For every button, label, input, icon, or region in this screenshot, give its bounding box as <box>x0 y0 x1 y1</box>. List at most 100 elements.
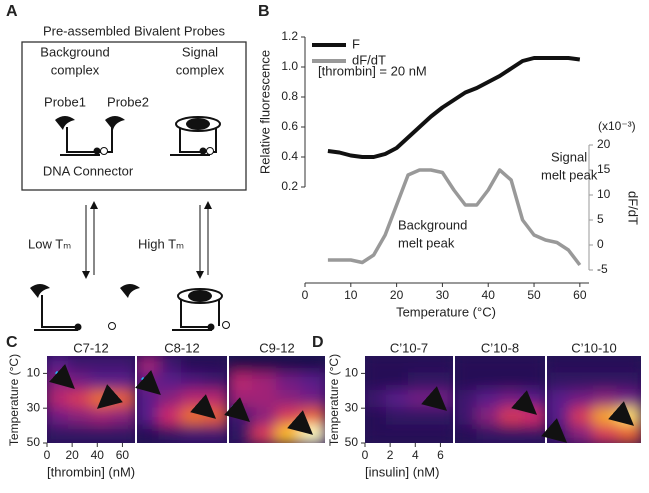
heatmap-cell <box>408 407 432 427</box>
panel-label: A <box>6 3 18 20</box>
arrows <box>82 201 212 279</box>
heatmap-cell <box>593 407 619 427</box>
x-tick-label: 10 <box>344 288 358 302</box>
heatmap-cell <box>386 407 410 427</box>
heatmap-cell <box>181 372 206 392</box>
heatmap-cell <box>181 424 206 443</box>
heatmap-cell <box>276 356 302 375</box>
y-axis-title: Relative fluorescence <box>257 50 272 174</box>
heatmap-cell <box>90 424 114 443</box>
x-axis-title: [insulin] (nM) <box>365 464 439 479</box>
y-tick-label: 1.2 <box>281 29 298 43</box>
x-axis-title: Temperature (°C) <box>396 304 496 319</box>
heatmap-cells <box>365 356 453 443</box>
x-axis-title: [thrombin] (nM) <box>47 464 135 479</box>
heatmap-cell <box>408 424 432 443</box>
heatmap-cells <box>137 356 227 443</box>
heatmap-cell <box>158 407 183 427</box>
y2-tick-label: 5 <box>597 212 604 226</box>
annotation: melt peak <box>398 235 455 250</box>
diagram-label: complex <box>51 62 100 77</box>
heatmap-cell <box>547 424 572 443</box>
heatmap-cell <box>137 356 161 375</box>
heatmap-cell <box>476 407 501 427</box>
heatmap-cell <box>68 372 92 392</box>
diagram-label: Low Tₘ <box>28 236 71 251</box>
heatmap-cell <box>252 372 278 392</box>
heatmap-cell <box>365 424 388 443</box>
panel-label: C <box>6 334 18 351</box>
heatmap-cell <box>521 372 545 392</box>
panel-label: D <box>312 334 324 351</box>
heatmap-panel <box>547 356 641 443</box>
y-tick-label: 0.8 <box>281 89 298 103</box>
x-tick-label: 40 <box>91 448 105 462</box>
series-line <box>327 56 581 159</box>
annotation: Signal <box>551 149 587 164</box>
heatmap-cell <box>137 389 161 410</box>
diagram-label: complex <box>176 62 225 77</box>
heatmap-cell <box>408 372 432 392</box>
heatmap-cell <box>112 424 135 443</box>
diagram-label: Probe1 <box>44 94 86 109</box>
x-tick-label: 60 <box>116 448 130 462</box>
heatmap-cell <box>203 356 227 375</box>
heatmap-cell <box>616 407 641 427</box>
heatmap-cell <box>365 372 388 392</box>
diagram-label: DNA Connector <box>43 163 134 178</box>
heatmap-cell <box>68 424 92 443</box>
heatmap-cell <box>521 356 545 375</box>
y-axis-title: Temperature (°C) <box>327 354 341 446</box>
heatmap-cell <box>499 424 524 443</box>
y2-tick-label: 20 <box>597 137 611 151</box>
heatmap-cell <box>90 407 114 427</box>
heatmap-cell <box>300 389 325 410</box>
heatmap-cell <box>616 356 641 375</box>
heatmap-cell <box>476 356 501 375</box>
heatmap-cell <box>300 424 325 443</box>
x-tick-label: 50 <box>527 288 541 302</box>
heatmap-cell <box>137 424 161 443</box>
heatmap-cell <box>90 389 114 410</box>
series-line <box>327 168 582 267</box>
x-tick-label: 0 <box>302 288 309 302</box>
heatmap-cell <box>521 407 545 427</box>
panel-title: C7-12 <box>73 340 108 355</box>
heatmap-cell <box>90 356 114 375</box>
heatmap-panel <box>137 356 227 443</box>
heatmap-cell <box>499 407 524 427</box>
diagram-title: Pre-assembled Bivalent Probes <box>43 23 226 38</box>
heatmap-cell <box>158 424 183 443</box>
heatmap-cell <box>300 356 325 375</box>
y2-unit: (x10⁻³) <box>598 119 636 133</box>
heatmap-cells <box>455 356 545 443</box>
heatmap-cell <box>365 407 388 427</box>
legend-label: F <box>352 36 360 51</box>
heatmap-cell <box>430 407 453 427</box>
heatmap-cell <box>569 407 595 427</box>
heatmap-cell <box>408 356 432 375</box>
diagram-label: Background <box>40 44 109 59</box>
heatmap-cell <box>408 389 432 410</box>
panel-label: B <box>258 3 270 20</box>
heatmap-cell <box>112 407 135 427</box>
heatmap-cell <box>386 389 410 410</box>
heatmap-arrows <box>49 364 635 443</box>
heatmap-cell <box>455 372 479 392</box>
heatmap-cell <box>137 407 161 427</box>
x-tick-label: 2 <box>387 448 394 462</box>
heatmap-cell <box>276 372 302 392</box>
y-tick-label: 50 <box>27 435 41 449</box>
heatmap-cell <box>547 356 572 375</box>
heatmap-cell <box>47 389 70 410</box>
heatmap-cell <box>499 372 524 392</box>
y-tick-label: 30 <box>345 400 359 414</box>
heatmap-cell <box>547 372 572 392</box>
heatmap-cell <box>569 356 595 375</box>
y-tick-label: 30 <box>27 400 41 414</box>
heatmap-cells <box>547 356 641 443</box>
heatmap-cell <box>547 407 572 427</box>
heatmap-cell <box>386 372 410 392</box>
heatmap-cell <box>112 372 135 392</box>
